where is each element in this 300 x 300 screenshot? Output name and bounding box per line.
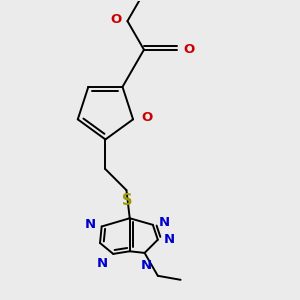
Text: N: N <box>97 257 108 270</box>
Text: O: O <box>141 111 153 124</box>
Text: N: N <box>164 233 175 246</box>
Text: O: O <box>183 43 194 56</box>
Text: N: N <box>159 216 170 229</box>
Text: N: N <box>85 218 96 231</box>
Text: S: S <box>122 193 132 208</box>
Text: O: O <box>110 13 122 26</box>
Text: N: N <box>141 259 152 272</box>
